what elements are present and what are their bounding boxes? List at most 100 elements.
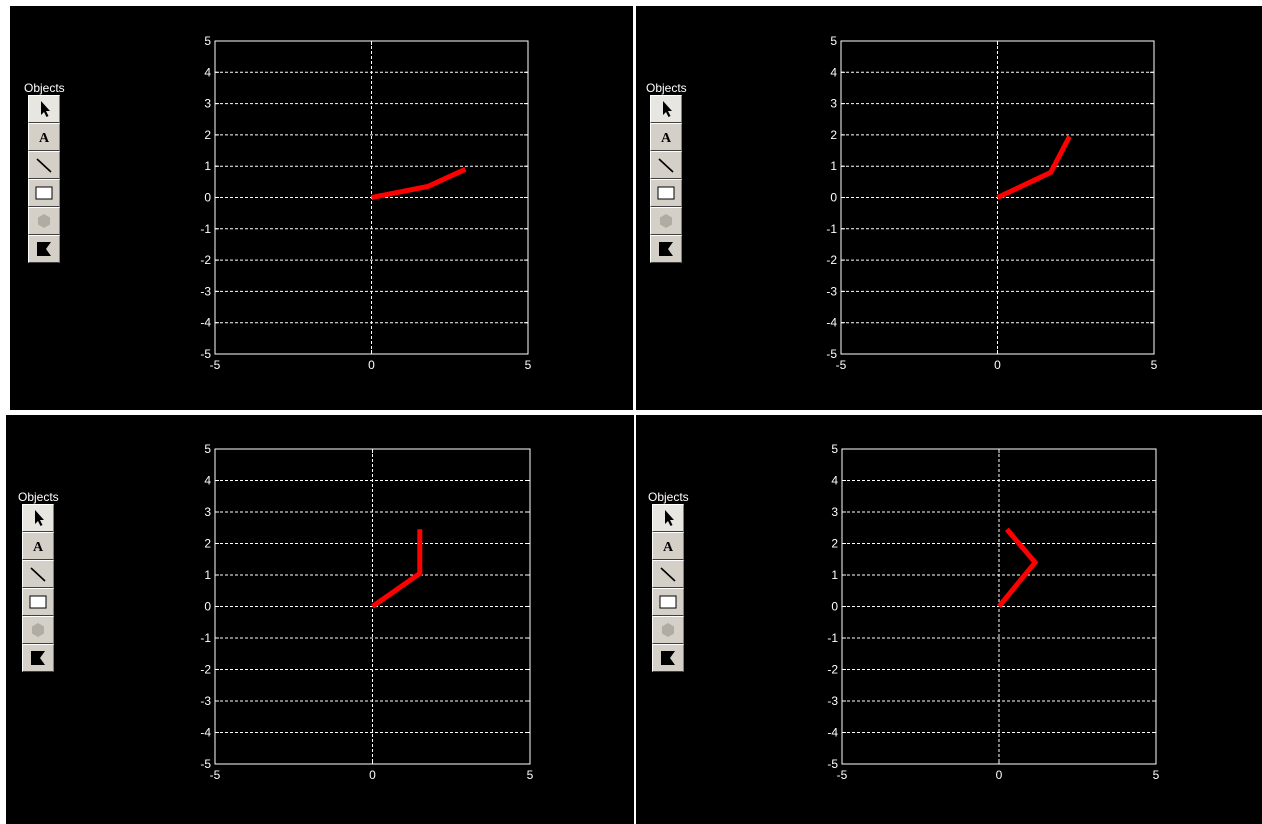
y-tick-label: 1 bbox=[204, 568, 211, 582]
y-tick-label: 2 bbox=[204, 128, 211, 142]
y-tick-label: -2 bbox=[200, 253, 211, 267]
pointer-arrow-icon bbox=[665, 510, 674, 526]
y-tick-label: 5 bbox=[204, 442, 211, 456]
y-tick-label: 5 bbox=[204, 34, 211, 48]
pointer-arrow-icon bbox=[41, 101, 50, 117]
y-tick-label: -3 bbox=[200, 284, 211, 298]
flag-icon bbox=[37, 242, 51, 256]
figure-panel-top-left: Objects A 5 4 3 2 1 0 -1 -2 -3 -4 -5 -5 0 5 bbox=[10, 6, 633, 410]
x-tick-label: 5 bbox=[1153, 768, 1160, 782]
hexagon-icon bbox=[662, 623, 674, 637]
y-tick-label: 3 bbox=[831, 505, 838, 519]
text-a-icon: A bbox=[33, 540, 44, 555]
series-line bbox=[371, 529, 423, 609]
series-line bbox=[996, 135, 1072, 200]
text-a-icon: A bbox=[661, 131, 672, 146]
y-tick-label: 1 bbox=[831, 568, 838, 582]
polygon-tool-button bbox=[28, 207, 60, 235]
rectangle-icon bbox=[657, 186, 675, 200]
figure-panel-bottom-right: Objects A 5 4 3 2 1 0 -1 -2 -3 -4 -5 -5 0 5 bbox=[636, 415, 1262, 824]
text-tool-button[interactable]: A bbox=[28, 123, 60, 151]
patch-tool-button[interactable] bbox=[650, 235, 682, 263]
y-tick-label: 2 bbox=[830, 128, 837, 142]
y-tick-label: 4 bbox=[831, 474, 838, 488]
rectangle-tool-button[interactable] bbox=[650, 179, 682, 207]
svg-text:A: A bbox=[39, 131, 50, 146]
x-tick-label: -5 bbox=[210, 358, 221, 372]
y-tick-label: -2 bbox=[827, 663, 838, 677]
objects-toolbox: Objects A bbox=[646, 81, 687, 263]
toolbox-label: Objects bbox=[646, 81, 687, 95]
y-tick-label: 1 bbox=[830, 159, 837, 173]
x-tick-label: -5 bbox=[210, 768, 221, 782]
y-tick-label: 3 bbox=[830, 97, 837, 111]
y-tick-label: 2 bbox=[831, 537, 838, 551]
select-tool-button[interactable] bbox=[22, 504, 54, 532]
flag-icon bbox=[31, 651, 45, 665]
select-tool-button[interactable] bbox=[28, 95, 60, 123]
y-tick-label: 4 bbox=[204, 65, 211, 79]
figure-panel-bottom-left: Objects A 5 4 3 2 1 0 -1 -2 -3 -4 -5 -5 0 5 bbox=[6, 415, 634, 824]
y-tick-label: 3 bbox=[204, 97, 211, 111]
diagonal-line-icon bbox=[36, 158, 52, 173]
pointer-arrow-icon bbox=[35, 510, 44, 526]
y-tick-label: -1 bbox=[827, 631, 838, 645]
hexagon-icon bbox=[660, 214, 672, 228]
x-tick-label: -5 bbox=[837, 768, 848, 782]
svg-text:A: A bbox=[661, 131, 672, 146]
diagonal-line-icon bbox=[30, 567, 46, 582]
y-tick-label: -1 bbox=[200, 631, 211, 645]
chart-top-left: 5 4 3 2 1 0 -1 -2 -3 -4 -5-5 0 5 bbox=[200, 34, 532, 372]
y-tick-label: -4 bbox=[826, 316, 837, 330]
y-tick-label: -2 bbox=[826, 253, 837, 267]
y-tick-label: -4 bbox=[200, 726, 211, 740]
y-tick-label: 3 bbox=[204, 505, 211, 519]
rectangle-tool-button[interactable] bbox=[28, 179, 60, 207]
y-tick-label: -5 bbox=[826, 347, 837, 361]
y-tick-label: 4 bbox=[830, 65, 837, 79]
chart-bottom-left: 5 4 3 2 1 0 -1 -2 -3 -4 -5-5 0 5 bbox=[200, 442, 534, 782]
svg-text:A: A bbox=[663, 540, 674, 555]
line-tool-button[interactable] bbox=[650, 151, 682, 179]
rectangle-tool-button[interactable] bbox=[652, 588, 684, 616]
y-tick-label: -5 bbox=[827, 757, 838, 771]
y-tick-label: -5 bbox=[200, 347, 211, 361]
y-tick-label: 5 bbox=[830, 34, 837, 48]
text-tool-button[interactable]: A bbox=[22, 532, 54, 560]
rectangle-tool-button[interactable] bbox=[22, 588, 54, 616]
diagonal-line-icon bbox=[658, 158, 674, 173]
x-tick-label: 5 bbox=[527, 768, 534, 782]
rectangle-icon bbox=[35, 186, 53, 200]
line-tool-button[interactable] bbox=[652, 560, 684, 588]
select-tool-button[interactable] bbox=[650, 95, 682, 123]
patch-tool-button[interactable] bbox=[28, 235, 60, 263]
text-tool-button[interactable]: A bbox=[652, 532, 684, 560]
flag-icon bbox=[659, 242, 673, 256]
x-tick-label: -5 bbox=[836, 358, 847, 372]
x-tick-label: 0 bbox=[996, 768, 1003, 782]
x-tick-label: 5 bbox=[525, 358, 532, 372]
hexagon-icon bbox=[32, 623, 44, 637]
toolbox-label: Objects bbox=[18, 490, 59, 504]
y-tick-label: 1 bbox=[204, 159, 211, 173]
rectangle-icon bbox=[659, 595, 677, 609]
y-tick-label: 2 bbox=[204, 537, 211, 551]
select-tool-button[interactable] bbox=[652, 504, 684, 532]
text-tool-button[interactable]: A bbox=[650, 123, 682, 151]
polygon-tool-button bbox=[652, 616, 684, 644]
patch-tool-button[interactable] bbox=[652, 644, 684, 672]
rectangle-icon bbox=[29, 595, 47, 609]
line-tool-button[interactable] bbox=[22, 560, 54, 588]
y-tick-label: 5 bbox=[831, 442, 838, 456]
series-line bbox=[997, 527, 1039, 609]
line-tool-button[interactable] bbox=[28, 151, 60, 179]
y-tick-label: 0 bbox=[831, 600, 838, 614]
x-tick-label: 0 bbox=[368, 358, 375, 372]
flag-icon bbox=[661, 651, 675, 665]
series-line bbox=[371, 167, 467, 200]
objects-toolbox: Objects A bbox=[24, 81, 65, 263]
y-tick-label: 0 bbox=[204, 191, 211, 205]
y-tick-label: 0 bbox=[830, 191, 837, 205]
patch-tool-button[interactable] bbox=[22, 644, 54, 672]
y-tick-label: 0 bbox=[204, 600, 211, 614]
